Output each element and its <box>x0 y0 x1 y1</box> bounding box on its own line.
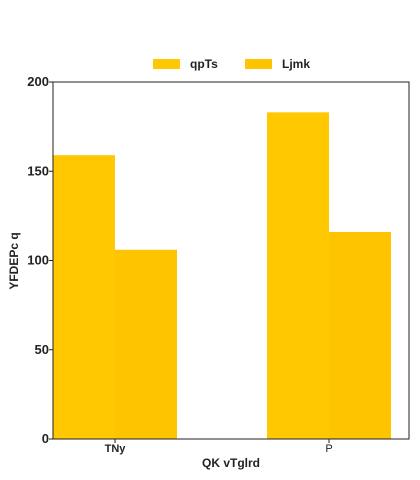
y-axis-title: YFDEPc q <box>7 232 21 289</box>
legend-swatch-ljmk <box>245 59 272 69</box>
y-tick-label: 100 <box>27 253 49 268</box>
y-tick-label: 50 <box>35 342 49 357</box>
x-axis-title: QK vTglrd <box>202 456 260 470</box>
x-axis-ticks: TNy P <box>105 439 333 455</box>
y-axis-ticks: 0 50 100 150 200 <box>27 74 53 446</box>
bar-tny-ljmk <box>115 249 177 439</box>
legend-label-qpts: qpTs <box>190 57 218 71</box>
legend-swatch-qpts <box>153 59 180 69</box>
legend: qpTs Ljmk <box>153 57 310 71</box>
y-tick-label: 0 <box>42 431 49 446</box>
x-tick-label: TNy <box>105 443 127 455</box>
x-tick-label: P <box>325 443 332 455</box>
bar-p-qpts <box>267 112 329 439</box>
y-tick-label: 150 <box>27 163 49 178</box>
y-tick-label: 200 <box>27 74 49 89</box>
legend-label-ljmk: Ljmk <box>282 57 310 71</box>
bars <box>53 112 391 439</box>
bar-tny-qpts <box>53 155 115 439</box>
bar-p-ljmk <box>329 231 391 439</box>
